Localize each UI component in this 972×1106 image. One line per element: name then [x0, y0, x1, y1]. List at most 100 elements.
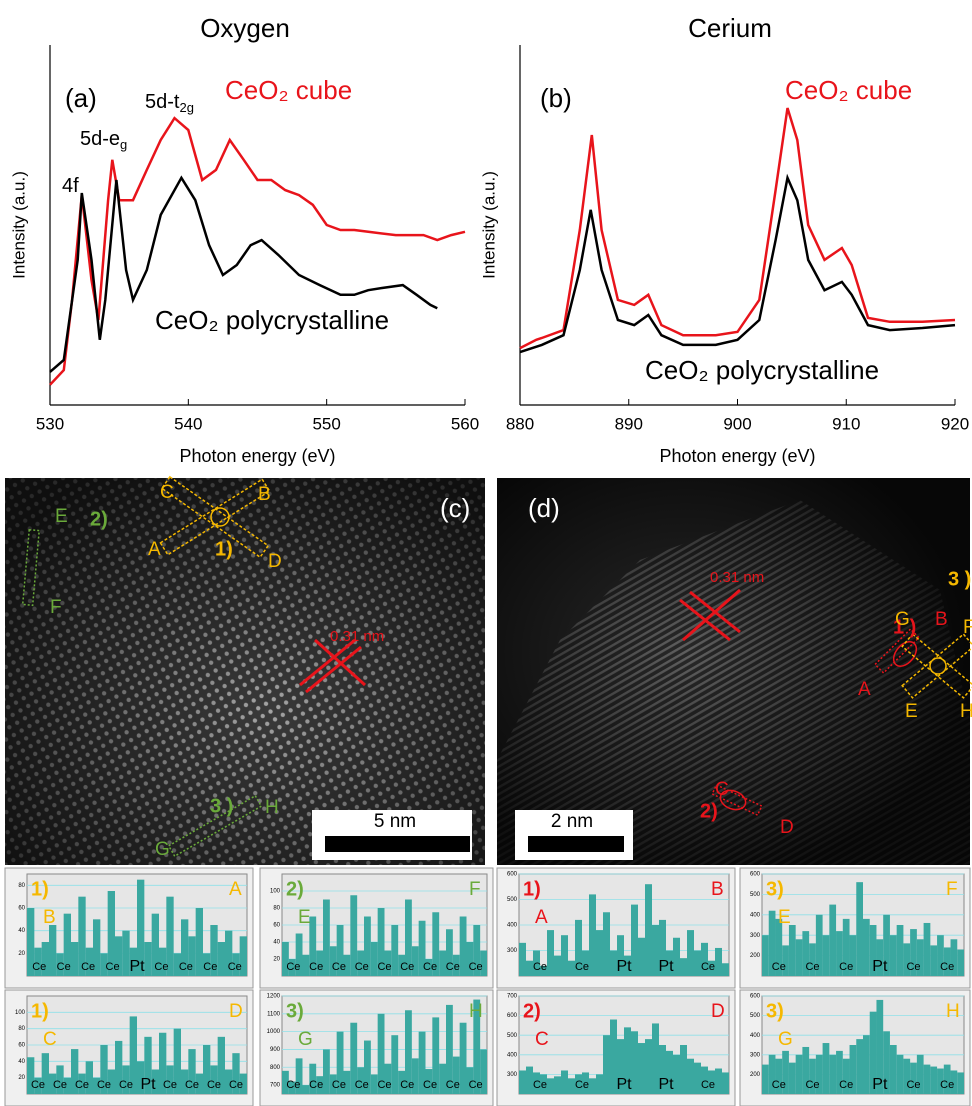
atom-label: Pt — [872, 1076, 888, 1093]
y-axis-label: Intensity (a.u.) — [479, 171, 498, 279]
profile-bar — [722, 963, 729, 976]
image-annotation: A — [148, 539, 161, 560]
x-tick-label: 900 — [723, 414, 751, 433]
profile-bar — [775, 1058, 783, 1094]
profile-bar — [694, 1062, 701, 1094]
profile-bar — [708, 1070, 715, 1094]
spectrum-line — [49, 116, 466, 386]
profile-bar — [715, 947, 722, 976]
y-tick-label: 400 — [507, 1052, 518, 1058]
profile-bar — [883, 1031, 890, 1094]
spectrum-line — [519, 173, 956, 354]
y-tick-label: 200 — [750, 953, 761, 959]
profile-end: D — [711, 1001, 725, 1022]
atom-label: Ce — [772, 1079, 786, 1091]
atom-label: Ce — [533, 1079, 547, 1091]
profile-start: E — [298, 907, 311, 928]
atom-label: Ce — [286, 961, 300, 973]
profile-bar — [575, 1074, 582, 1094]
image-annotation: B — [258, 484, 271, 505]
profile-bar — [217, 942, 225, 976]
profile-bar — [452, 954, 460, 976]
profile-bar — [166, 1065, 174, 1094]
y-tick-label: 300 — [750, 933, 761, 939]
profile-bar — [357, 950, 364, 976]
x-tick-label: 530 — [36, 414, 64, 433]
profile-bar — [829, 904, 837, 976]
profile-bar — [589, 894, 596, 976]
profile-bar — [398, 954, 405, 976]
image-annotation: F — [50, 597, 62, 618]
profile-bar — [610, 1019, 617, 1094]
profile-bar — [526, 1066, 533, 1094]
profile-bar — [788, 925, 796, 976]
profile-bar — [829, 1054, 837, 1094]
profile-bar — [137, 879, 145, 976]
atom-label: Ce — [229, 1079, 243, 1091]
profile-bar — [930, 1066, 938, 1094]
profile-bar — [71, 1049, 79, 1094]
profile-bar — [883, 914, 890, 976]
profile-bar — [27, 908, 35, 976]
profile-bar — [876, 939, 884, 976]
atom-label: Pt — [872, 958, 888, 975]
profile-bar — [659, 1045, 666, 1094]
atom-label: Ce — [179, 961, 193, 973]
profile-bar — [575, 919, 582, 976]
atom-label: Ce — [906, 1079, 920, 1091]
profile-bar — [302, 1085, 310, 1094]
profile-bar — [188, 936, 196, 976]
profile-bar — [181, 919, 189, 976]
y-tick-label: 40 — [273, 940, 280, 946]
atom-label: Ce — [805, 961, 819, 973]
atom-label: Ce — [97, 1079, 111, 1091]
x-tick-label: 560 — [451, 414, 479, 433]
series-label: CeO₂ cube — [225, 75, 352, 105]
panel-label: (d) — [528, 493, 560, 523]
y-tick-label: 1000 — [267, 1029, 281, 1035]
y-tick-label: 500 — [750, 1013, 761, 1019]
profile-bar — [815, 914, 823, 976]
y-tick-label: 20 — [18, 951, 25, 957]
atom-label: Ce — [400, 1079, 414, 1091]
atom-label: Ce — [207, 1079, 221, 1091]
profile-bar — [439, 1063, 446, 1094]
x-axis-label: Photon energy (eV) — [659, 446, 815, 466]
y-tick-label: 60 — [18, 1043, 25, 1049]
profile-bar — [645, 884, 652, 976]
profile-bar — [309, 916, 317, 976]
image-annotation: 0.31 nm — [710, 569, 764, 586]
profile-label: 3) — [286, 1000, 304, 1022]
profile-label: 3) — [766, 878, 784, 900]
profile-bar — [836, 1050, 843, 1094]
atom-label: Ce — [75, 1079, 89, 1091]
profile-bar — [384, 950, 392, 976]
profile-bar — [768, 1054, 776, 1094]
profile-bar — [210, 1065, 218, 1094]
annotation-text: 4f — [62, 175, 79, 197]
y-tick-label: 1200 — [267, 994, 281, 1000]
profile-bar — [34, 1077, 42, 1094]
profile-bar — [78, 1073, 86, 1094]
profile-start: G — [778, 1029, 793, 1050]
profile-end: D — [229, 1001, 243, 1022]
profile-bar — [715, 1068, 722, 1094]
profile-bar — [950, 939, 958, 976]
profile-bar — [631, 904, 638, 976]
profile-bar — [78, 896, 86, 976]
profile-bar — [129, 1016, 137, 1094]
profile-bar — [411, 1058, 419, 1094]
profile-bar — [624, 955, 631, 976]
atom-label: Ce — [400, 961, 414, 973]
profile-bar — [596, 1074, 603, 1094]
y-tick-label: 80 — [273, 906, 280, 912]
profile-bar — [63, 1077, 71, 1094]
atom-label: Ce — [332, 961, 346, 973]
profile-bar — [203, 953, 211, 976]
profile-bar — [547, 1078, 554, 1094]
annotation-subscript: g — [120, 137, 127, 152]
profile-bar — [210, 925, 218, 976]
atom-label: Ce — [53, 1079, 67, 1091]
profile-bar — [41, 942, 49, 976]
atom-label: Ce — [163, 1079, 177, 1091]
